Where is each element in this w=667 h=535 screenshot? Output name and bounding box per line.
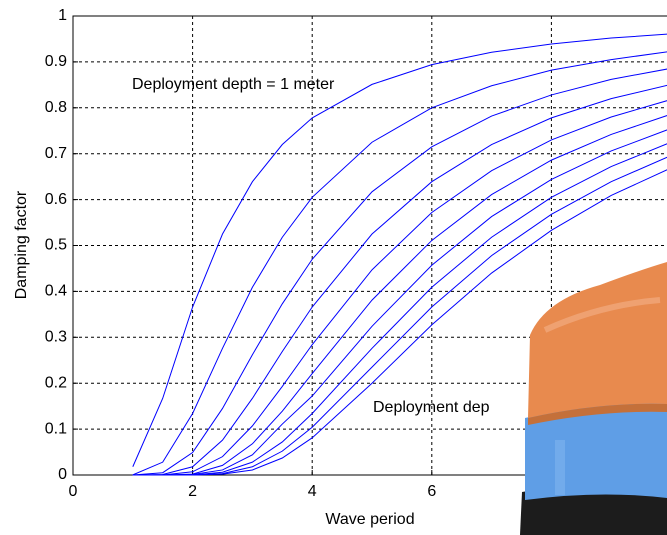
x-tick-label: 6 <box>427 483 436 500</box>
y-tick-label: 0.6 <box>45 191 67 208</box>
x-tick-label: 0 <box>69 483 78 500</box>
y-tick-label: 0.3 <box>45 329 67 346</box>
x-axis-label: Wave period <box>325 511 414 528</box>
y-tick-label: 0.4 <box>45 283 67 300</box>
y-tick-label: 0.5 <box>45 237 67 254</box>
x-tick-label: 4 <box>308 483 317 500</box>
chart: 00.10.20.30.40.50.60.70.80.9102468 Wave … <box>0 0 667 535</box>
y-tick-label: 0 <box>58 466 67 483</box>
y-tick-label: 0.7 <box>45 145 67 162</box>
annotation: Deployment depth = 1 meter <box>132 76 335 93</box>
annotation: Deployment dep <box>373 399 490 416</box>
page: {"chart_data": {"type": "line", "x_label… <box>0 0 667 535</box>
y-tick-label: 0.1 <box>45 420 67 437</box>
y-axis-label: Damping factor <box>13 190 30 299</box>
x-tick-label: 2 <box>188 483 197 500</box>
y-tick-label: 1 <box>58 7 67 24</box>
y-tick-label: 0.8 <box>45 99 67 116</box>
y-tick-label: 0.9 <box>45 53 67 70</box>
sensor-photo <box>520 262 667 535</box>
y-tick-label: 0.2 <box>45 374 67 391</box>
